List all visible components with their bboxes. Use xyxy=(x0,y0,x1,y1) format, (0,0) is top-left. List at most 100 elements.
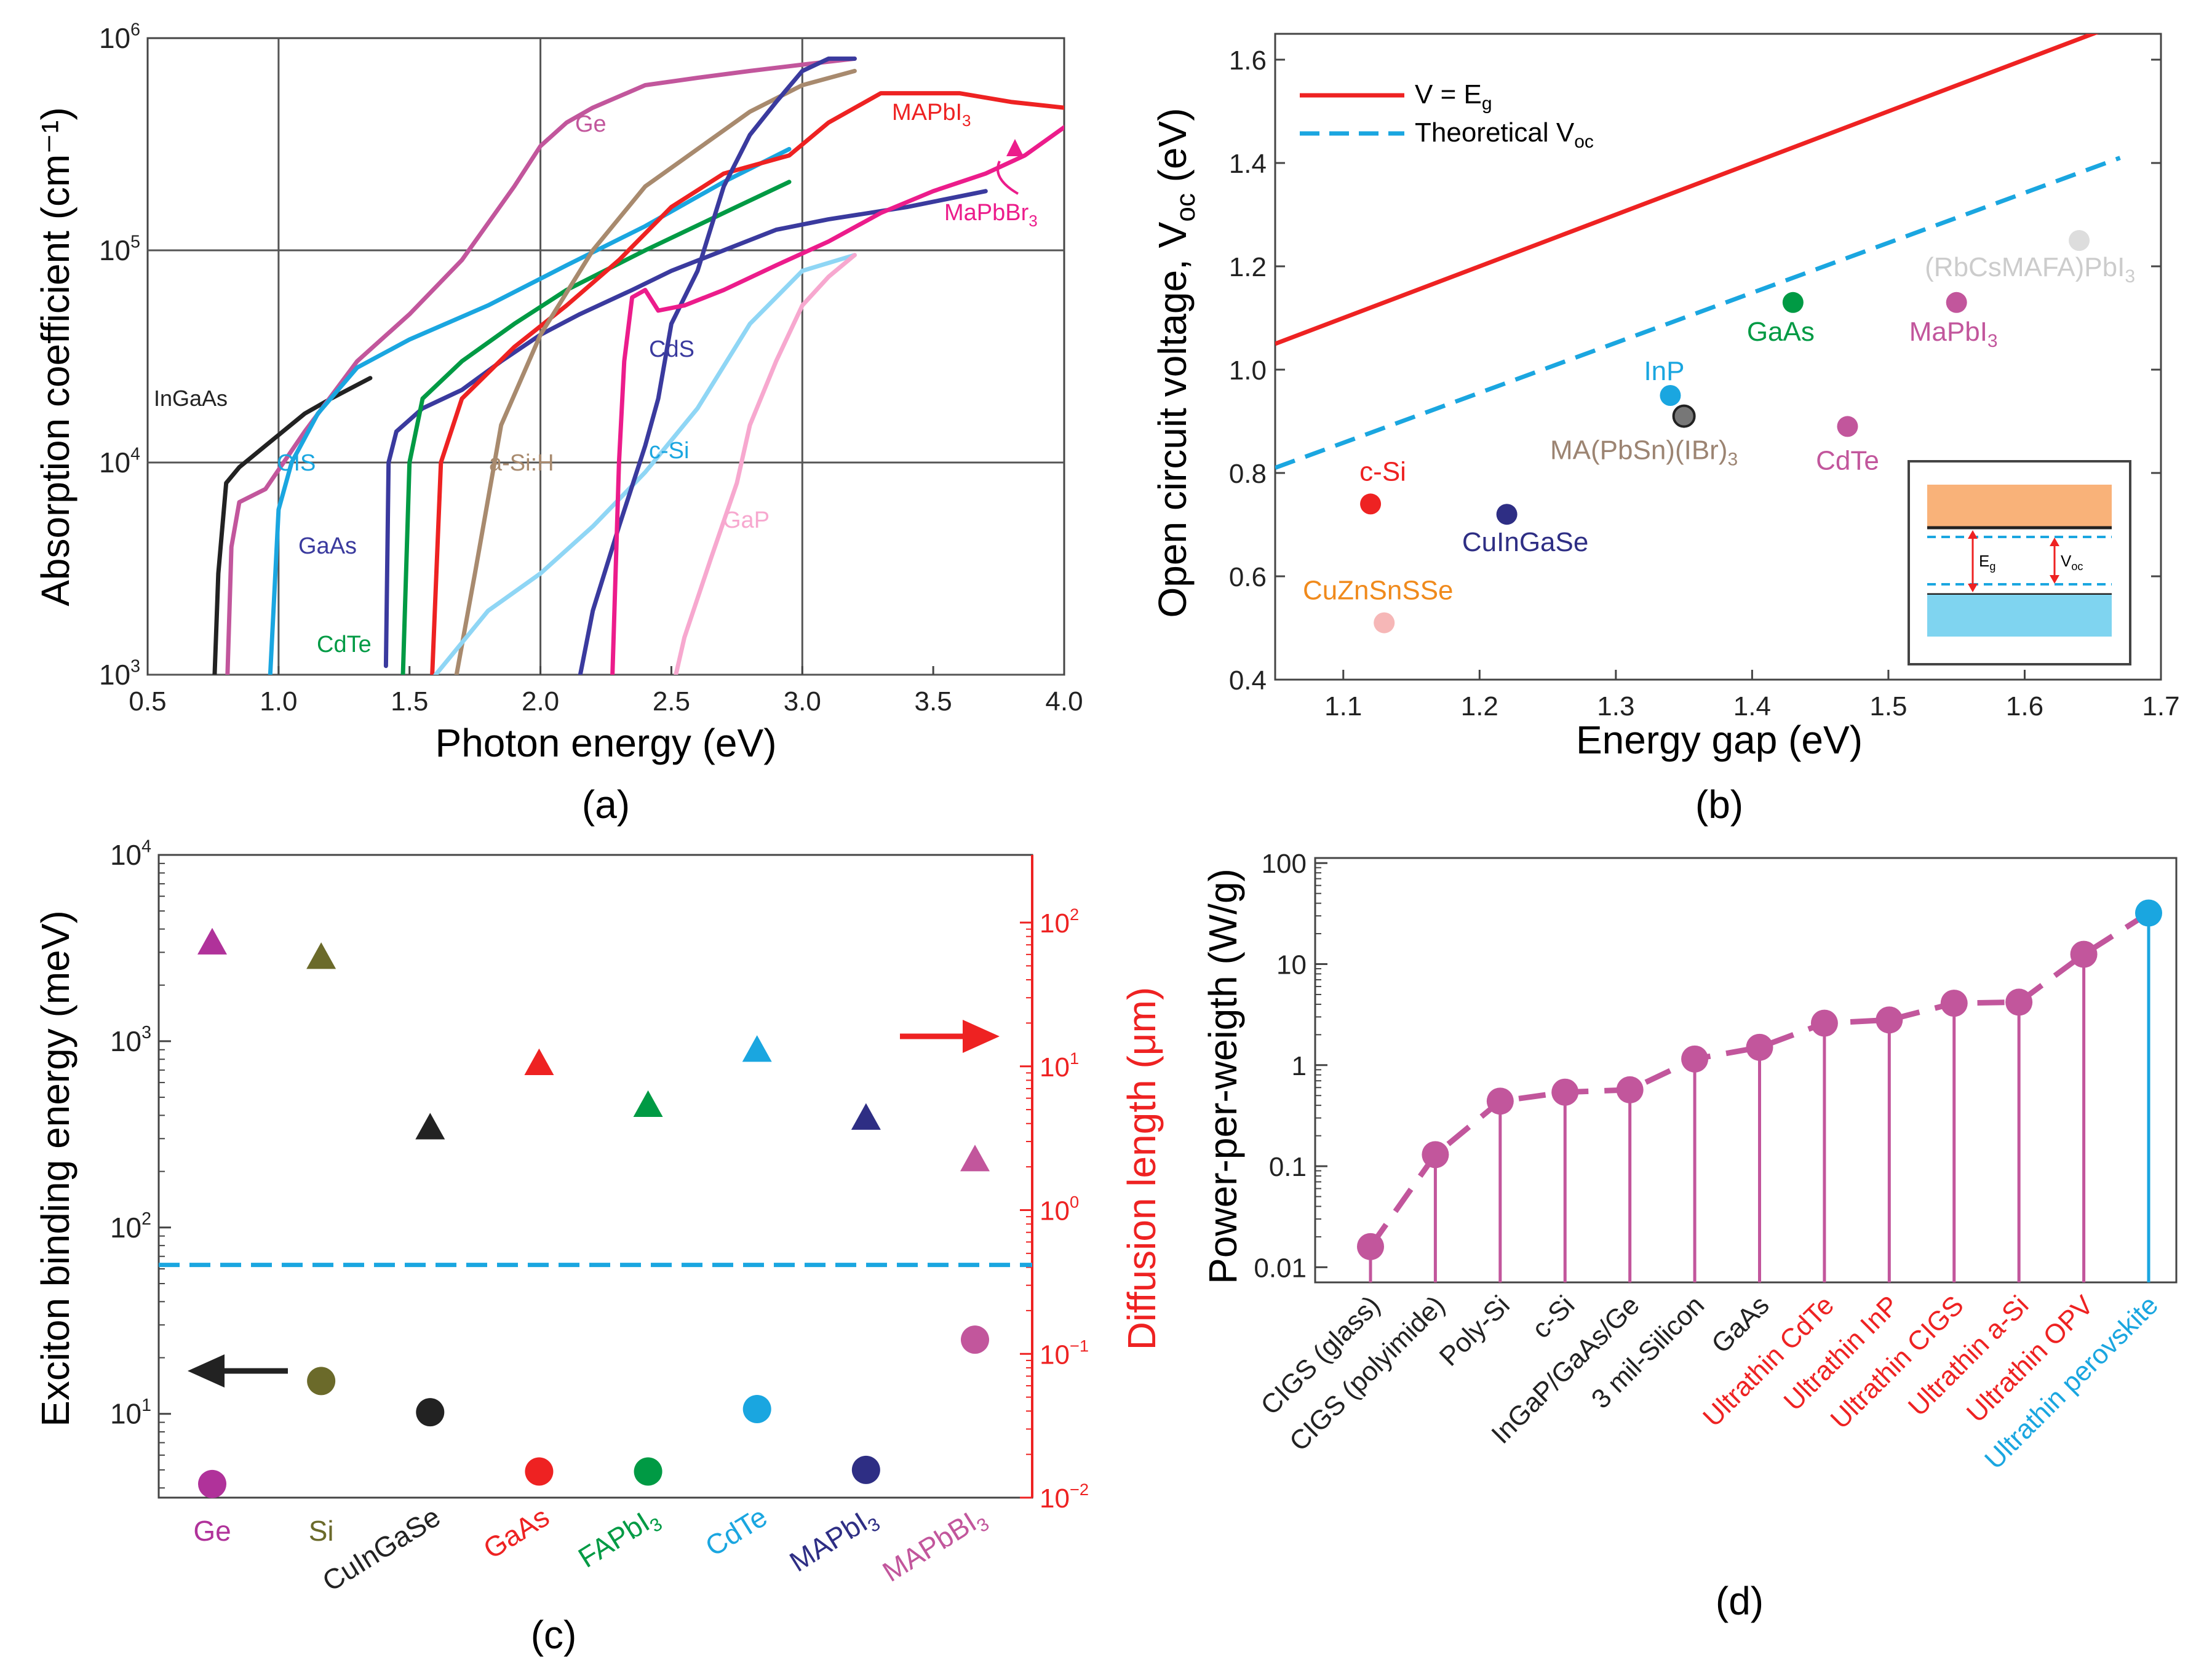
panel-c-y2tick-label-exp: −2 xyxy=(1070,1480,1089,1499)
legend-veg: V = Eg xyxy=(1415,79,1492,114)
panel-c-y2tick-label: 102 xyxy=(1040,905,1079,939)
panel-c-ytick-label-exp: 4 xyxy=(141,836,151,856)
series-mapbi-line xyxy=(430,91,1064,675)
point-cuingase xyxy=(1496,504,1518,525)
inset-conduction-band xyxy=(1927,485,2112,528)
panel-b-ytick-label: 1.2 xyxy=(1229,252,1267,282)
panel-c-label: (c) xyxy=(531,1613,577,1657)
point-label-sub: 3 xyxy=(2125,266,2135,287)
point-label-main: MaPbI xyxy=(1909,317,1987,347)
category-label-poly-si: Poly-Si xyxy=(1434,1290,1516,1372)
panel-c-ytick-label: 101 xyxy=(110,1396,151,1430)
panel-d-ytick-label: 0.1 xyxy=(1269,1152,1307,1182)
panel-c-ytick-label-base: 10 xyxy=(110,839,141,871)
inset-voc-label: Voc xyxy=(2061,552,2083,573)
panel-b-xtick-label: 1.7 xyxy=(2142,691,2179,721)
category-label-main: GaAs xyxy=(478,1500,555,1565)
panel-b-x-axis-label: Energy gap (eV) xyxy=(1576,718,1863,762)
label-cds: CdS xyxy=(649,336,694,362)
panel-a-ytick-label-base: 10 xyxy=(99,447,130,479)
left-axis-arrow-head xyxy=(188,1354,225,1388)
category-label-main: FAPbI xyxy=(573,1506,655,1573)
legend-veg-sub: g xyxy=(1482,93,1492,114)
panel-c-y2tick-label-base: 10 xyxy=(1040,908,1070,939)
panel-a-xtick-label: 1.5 xyxy=(391,686,428,717)
legend-theoretical: Theoretical Voc xyxy=(1415,117,1594,152)
label-mapbi3-a-main: MAPbI xyxy=(892,100,962,125)
label-mapbbr3-sub: 3 xyxy=(1028,212,1037,230)
line-theoretical-voc xyxy=(1275,156,2121,470)
point-c-si xyxy=(1360,493,1382,515)
label-mapbi3-a: MAPbI3 xyxy=(892,100,971,130)
point-ultrathin-a-si xyxy=(2005,988,2033,1016)
series-cdte-line xyxy=(400,180,792,675)
point-label-main: CuInGaSe xyxy=(1462,527,1588,557)
inset-voc-main: V xyxy=(2061,552,2072,570)
label-gaas-a: GaAs xyxy=(298,533,357,559)
panel-a-ytick-label-exp: 3 xyxy=(130,656,140,676)
point-gaas xyxy=(1746,1033,1773,1061)
label-csi: c-Si xyxy=(649,438,689,464)
point-ultrathin-inp xyxy=(1876,1006,1903,1034)
panel-b-lines xyxy=(1275,34,2121,470)
category-label-main: CdTe xyxy=(699,1500,773,1562)
panel-d-label: (d) xyxy=(1716,1579,1764,1623)
panel-b-ytick-label: 1.4 xyxy=(1229,149,1267,179)
point-label-main: MA(PbSn)(IBr) xyxy=(1550,435,1727,466)
panel-b-voc-chart: c-SiCuZnSnSSeCuInGaSeInPMA(PbSn)(IBr)3Ga… xyxy=(1150,33,2180,827)
circle-cuingase xyxy=(416,1398,445,1427)
panel-b-y-ticks: 0.4 0.6 0.8 1.0 1.2 1.4 1.6 xyxy=(1229,46,2161,696)
panel-c-marks xyxy=(159,927,1032,1498)
panel-b-ytick-label: 1.0 xyxy=(1229,355,1267,386)
panel-b-xtick-label: 1.6 xyxy=(2006,691,2043,721)
circle-si xyxy=(307,1367,336,1396)
panel-c-y2-axis-label: Diffusion length (μm) xyxy=(1120,987,1164,1351)
panel-a-xtick-label: 4.0 xyxy=(1045,686,1083,717)
point-label-main: c-Si xyxy=(1359,456,1406,487)
panel-a-xtick-label: 3.0 xyxy=(784,686,821,717)
circle-mapbi3 xyxy=(851,1455,880,1484)
point-cdte xyxy=(1837,416,1858,437)
panel-b-ylabel-sub: oc xyxy=(1171,193,1201,221)
label-mapbbr3-main: MaPbBr xyxy=(944,200,1029,226)
panel-a-xtick-label: 1.0 xyxy=(260,686,297,717)
panel-a-xtick-label: 2.0 xyxy=(522,686,559,717)
panel-a-ytick-label: 105 xyxy=(99,232,140,266)
panel-c-y2tick-label-exp: 1 xyxy=(1070,1049,1079,1068)
series-gaas-line xyxy=(383,189,988,669)
label-gap: GaP xyxy=(723,507,770,533)
point-label-sub: 3 xyxy=(1728,450,1738,470)
point-label-main: (RbCsMAFA)PbI xyxy=(1925,252,2125,282)
point-c-si xyxy=(1551,1078,1579,1106)
panel-d-ytick-label: 10 xyxy=(1276,950,1307,980)
legend-theoretical-main: Theoretical V xyxy=(1415,117,1575,148)
category-label-main: CuInGaSe xyxy=(317,1500,446,1597)
point-label-main: InP xyxy=(1644,356,1684,386)
panel-c-y2tick-label-exp: 0 xyxy=(1070,1193,1079,1212)
category-label-c-si: c-Si xyxy=(1526,1290,1580,1344)
panel-d-y-ticks: 0.01 0.1 1 10 100 xyxy=(1254,849,1327,1283)
panel-b-ytick-label: 0.4 xyxy=(1229,665,1267,696)
point-label-cuingase: CuInGaSe xyxy=(1462,527,1588,557)
circle-mapbbi3 xyxy=(961,1325,989,1354)
category-label-main: Si xyxy=(309,1515,334,1547)
panel-d-category-labels: CIGS (glass)CIGS (polyimide)Poly-Si c-SiI… xyxy=(1255,1290,2164,1475)
point-mapbi3 xyxy=(1946,292,1967,313)
mapbbr3-arrow-head xyxy=(1006,139,1024,156)
panel-c-y-axis-label: Exciton binding energy (meV) xyxy=(33,910,78,1427)
panel-d-y-axis-label: Power-per-weigth (W/g) xyxy=(1201,868,1245,1284)
panel-d-ytick-label: 100 xyxy=(1262,849,1307,879)
point-3-mil-silicon xyxy=(1681,1045,1709,1073)
point-label-ma-pbsn-ibr-3: MA(PbSn)(IBr)3 xyxy=(1550,435,1738,470)
panel-c-y2tick-label-base: 10 xyxy=(1040,1196,1070,1226)
panel-c-ytick-label-exp: 3 xyxy=(141,1023,151,1043)
point-label-sub: 3 xyxy=(1987,331,1998,351)
label-cis: CIS xyxy=(277,450,316,476)
point-ultrathin-cdte xyxy=(1810,1009,1838,1037)
point-label-main: CdTe xyxy=(1816,445,1879,475)
point-label-rbcsmafa-pbi3: (RbCsMAFA)PbI3 xyxy=(1925,252,2135,287)
panel-c-ytick-label: 103 xyxy=(110,1023,151,1057)
